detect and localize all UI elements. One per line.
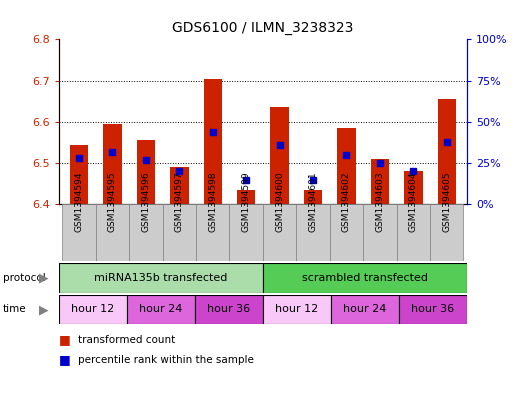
- Bar: [363, 204, 397, 261]
- Title: GDS6100 / ILMN_3238323: GDS6100 / ILMN_3238323: [172, 22, 353, 35]
- Text: GSM1394598: GSM1394598: [208, 171, 218, 232]
- Bar: [430, 204, 463, 261]
- Bar: [263, 204, 297, 261]
- Text: hour 36: hour 36: [207, 305, 250, 314]
- Bar: [204, 79, 222, 204]
- Bar: [397, 204, 430, 261]
- Bar: [371, 159, 389, 204]
- Bar: [195, 295, 263, 324]
- Text: GSM1394597: GSM1394597: [175, 171, 184, 232]
- Text: hour 12: hour 12: [275, 305, 319, 314]
- Bar: [399, 295, 467, 324]
- Text: ■: ■: [59, 353, 71, 366]
- Bar: [59, 263, 263, 293]
- Text: hour 24: hour 24: [343, 305, 387, 314]
- Text: hour 36: hour 36: [411, 305, 455, 314]
- Bar: [304, 190, 322, 204]
- Text: ▶: ▶: [38, 272, 48, 285]
- Text: ▶: ▶: [38, 303, 48, 316]
- Bar: [330, 204, 363, 261]
- Text: GSM1394603: GSM1394603: [376, 171, 384, 232]
- Text: GSM1394602: GSM1394602: [342, 171, 351, 232]
- Text: hour 12: hour 12: [71, 305, 114, 314]
- Bar: [270, 107, 289, 204]
- Bar: [237, 190, 255, 204]
- Bar: [63, 204, 96, 261]
- Bar: [229, 204, 263, 261]
- Bar: [170, 167, 189, 204]
- Text: hour 24: hour 24: [139, 305, 183, 314]
- Text: GSM1394600: GSM1394600: [275, 171, 284, 232]
- Bar: [404, 171, 423, 204]
- Bar: [196, 204, 229, 261]
- Bar: [96, 204, 129, 261]
- Text: time: time: [3, 305, 26, 314]
- Bar: [263, 295, 331, 324]
- Text: protocol: protocol: [3, 273, 45, 283]
- Bar: [337, 128, 356, 204]
- Bar: [59, 295, 127, 324]
- Bar: [163, 204, 196, 261]
- Text: GSM1394599: GSM1394599: [242, 171, 251, 232]
- Text: ■: ■: [59, 333, 71, 347]
- Bar: [127, 295, 195, 324]
- Bar: [297, 204, 330, 261]
- Text: GSM1394596: GSM1394596: [142, 171, 150, 232]
- Bar: [137, 140, 155, 204]
- Text: GSM1394594: GSM1394594: [74, 171, 84, 232]
- Text: percentile rank within the sample: percentile rank within the sample: [78, 354, 254, 365]
- Bar: [70, 145, 88, 204]
- Text: transformed count: transformed count: [78, 335, 176, 345]
- Bar: [438, 99, 456, 204]
- Text: GSM1394601: GSM1394601: [308, 171, 318, 232]
- Text: scrambled transfected: scrambled transfected: [302, 273, 428, 283]
- Bar: [331, 295, 399, 324]
- Text: GSM1394605: GSM1394605: [442, 171, 451, 232]
- Bar: [129, 204, 163, 261]
- Text: miRNA135b transfected: miRNA135b transfected: [94, 273, 228, 283]
- Bar: [263, 263, 467, 293]
- Bar: [103, 124, 122, 204]
- Text: GSM1394604: GSM1394604: [409, 171, 418, 232]
- Text: GSM1394595: GSM1394595: [108, 171, 117, 232]
